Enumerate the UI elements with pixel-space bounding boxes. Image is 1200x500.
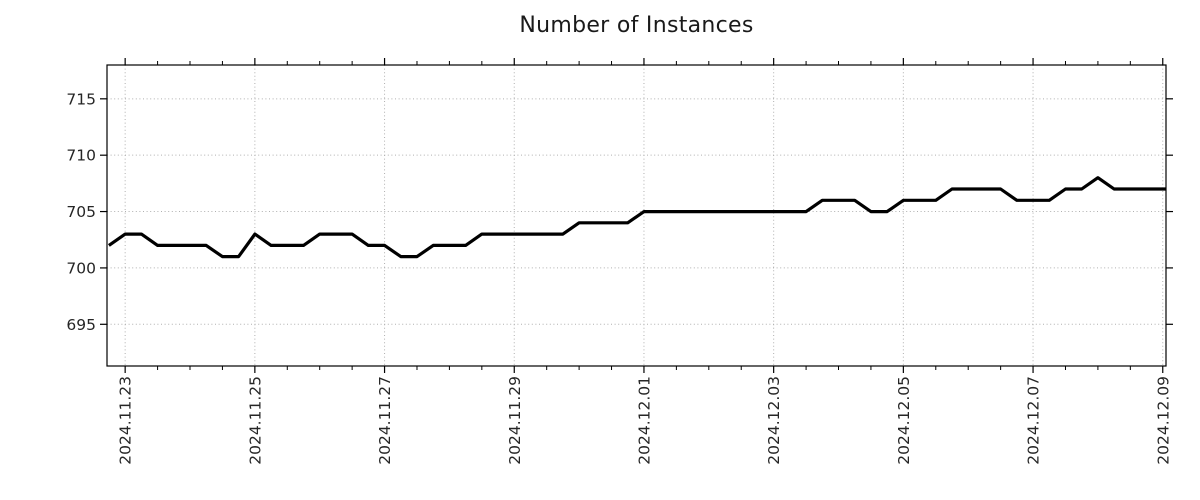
- x-tick-label: 2024.12.09: [1154, 376, 1172, 465]
- y-tick-label: 695: [66, 316, 96, 334]
- x-tick-label: 2024.12.05: [895, 376, 913, 465]
- plot-border: [106, 64, 1167, 367]
- x-tick-label: 2024.11.29: [506, 376, 524, 465]
- x-tick-label: 2024.11.27: [376, 376, 394, 465]
- data-line: [107, 176, 1166, 259]
- x-tick-label: 2024.12.07: [1025, 376, 1043, 465]
- y-tick-label: 710: [66, 147, 96, 165]
- chart-title: Number of Instances: [519, 13, 754, 38]
- y-tick-label: 705: [66, 203, 96, 221]
- x-tick-label: 2024.11.25: [246, 376, 264, 465]
- x-tick-label: 2024.12.01: [635, 376, 653, 465]
- x-tick-label: 2024.12.03: [765, 376, 783, 465]
- y-tick-label: 715: [66, 90, 96, 108]
- x-tick-label: 2024.11.23: [117, 376, 135, 465]
- y-tick-label: 700: [66, 259, 96, 277]
